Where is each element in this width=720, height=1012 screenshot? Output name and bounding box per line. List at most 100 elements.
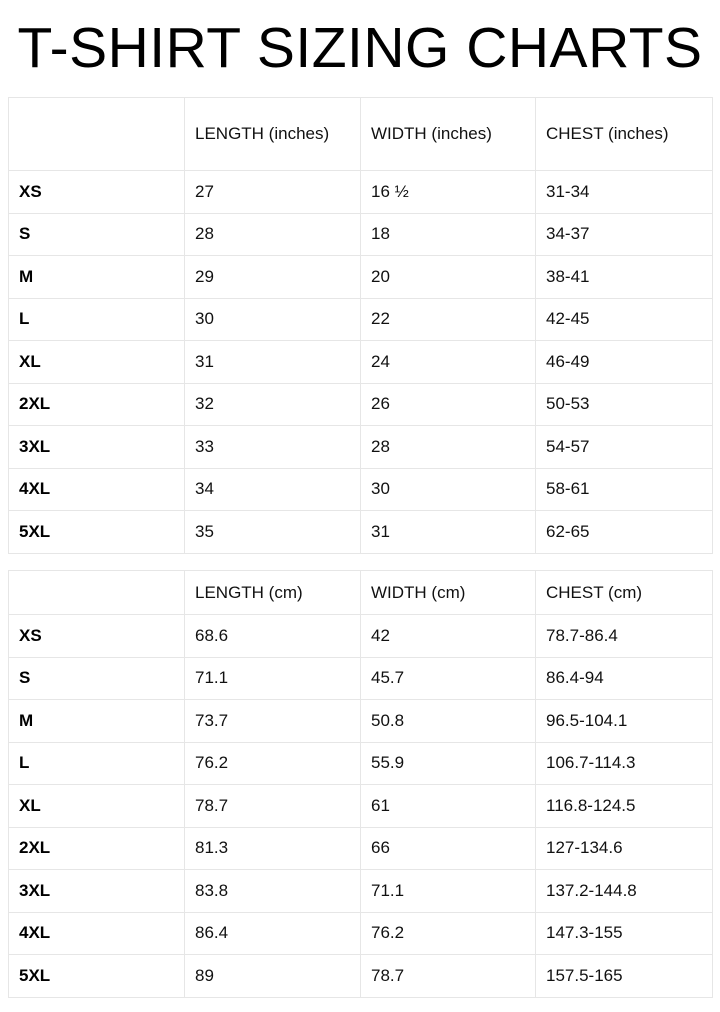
- table-cell: 81.3: [184, 826, 361, 870]
- table-cell: 34-37: [535, 212, 713, 256]
- table-cell: 54-57: [535, 425, 713, 469]
- table-cell: 28: [184, 212, 361, 256]
- table-cell: 71.1: [360, 869, 536, 913]
- table-row: 2XL 32 26 50-53: [8, 382, 713, 426]
- table-row: M 29 20 38-41: [8, 255, 713, 299]
- size-label: L: [8, 741, 185, 785]
- table-row: L 76.2 55.9 106.7-114.3: [8, 741, 713, 785]
- size-label: M: [8, 255, 185, 299]
- table-cell: 116.8-124.5: [535, 784, 713, 828]
- table-cell: 86.4-94: [535, 656, 713, 700]
- table-cell: 127-134.6: [535, 826, 713, 870]
- table-cell: 42-45: [535, 297, 713, 341]
- page-title: T-SHIRT SIZING CHARTS: [17, 16, 703, 80]
- table-row: S 28 18 34-37: [8, 212, 713, 256]
- table-cell: 20: [360, 255, 536, 299]
- table-cell: 32: [184, 382, 361, 426]
- size-label: XS: [8, 170, 185, 214]
- table-cell: 61: [360, 784, 536, 828]
- size-label: XL: [8, 784, 185, 828]
- table-cell: 96.5-104.1: [535, 699, 713, 743]
- table-row: S 71.1 45.7 86.4-94: [8, 656, 713, 700]
- table-cell: 76.2: [184, 741, 361, 785]
- header-row: LENGTH (cm) WIDTH (cm) CHEST (cm): [8, 570, 713, 615]
- table-row: 3XL 33 28 54-57: [8, 425, 713, 469]
- size-label: 4XL: [8, 467, 185, 511]
- table-cell: 34: [184, 467, 361, 511]
- table-cell: 147.3-155: [535, 911, 713, 955]
- table-row: L 30 22 42-45: [8, 297, 713, 341]
- size-label: XS: [8, 614, 185, 658]
- size-label: 2XL: [8, 382, 185, 426]
- size-label: 4XL: [8, 911, 185, 955]
- table-cell: 106.7-114.3: [535, 741, 713, 785]
- table-row: M 73.7 50.8 96.5-104.1: [8, 699, 713, 743]
- column-header: CHEST (inches): [535, 97, 713, 171]
- table-cell: 137.2-144.8: [535, 869, 713, 913]
- column-header: LENGTH (inches): [184, 97, 361, 171]
- table-cell: 62-65: [535, 510, 713, 554]
- size-label: S: [8, 656, 185, 700]
- table-cell: 35: [184, 510, 361, 554]
- size-label: 3XL: [8, 869, 185, 913]
- table-cell: 78.7: [184, 784, 361, 828]
- size-label: 5XL: [8, 954, 185, 998]
- table-row: 5XL 89 78.7 157.5-165: [8, 954, 713, 998]
- size-label: M: [8, 699, 185, 743]
- table-cell: 78.7-86.4: [535, 614, 713, 658]
- table-row: 4XL 34 30 58-61: [8, 467, 713, 511]
- table-cell: 26: [360, 382, 536, 426]
- column-header: CHEST (cm): [535, 570, 713, 615]
- table-cell: 31: [184, 340, 361, 384]
- table-cell: 78.7: [360, 954, 536, 998]
- table-cell: 24: [360, 340, 536, 384]
- column-header: WIDTH (inches): [360, 97, 536, 171]
- table-cell: 46-49: [535, 340, 713, 384]
- table-row: 3XL 83.8 71.1 137.2-144.8: [8, 869, 713, 913]
- table-cell: 30: [184, 297, 361, 341]
- table-cell: 31: [360, 510, 536, 554]
- table-cell: 76.2: [360, 911, 536, 955]
- table-row: XS 27 16 ½ 31-34: [8, 170, 713, 214]
- table-cell: 45.7: [360, 656, 536, 700]
- table-cell: 22: [360, 297, 536, 341]
- table-cell: 28: [360, 425, 536, 469]
- size-label: XL: [8, 340, 185, 384]
- table-row: XL 78.7 61 116.8-124.5: [8, 784, 713, 828]
- table-cell: 18: [360, 212, 536, 256]
- size-label: L: [8, 297, 185, 341]
- column-header: [8, 97, 185, 171]
- table-cell: 38-41: [535, 255, 713, 299]
- header-row: LENGTH (inches) WIDTH (inches) CHEST (inch…: [8, 97, 713, 171]
- table-cell: 83.8: [184, 869, 361, 913]
- table-cell: 33: [184, 425, 361, 469]
- table-cell: 55.9: [360, 741, 536, 785]
- inches-size-table: LENGTH (inches) WIDTH (inches) CHEST (inch…: [8, 97, 713, 554]
- table-cell: 50-53: [535, 382, 713, 426]
- column-header: [8, 570, 185, 615]
- size-label: 3XL: [8, 425, 185, 469]
- table-row: XL 31 24 46-49: [8, 340, 713, 384]
- table-cell: 73.7: [184, 699, 361, 743]
- column-header: LENGTH (cm): [184, 570, 361, 615]
- table-cell: 71.1: [184, 656, 361, 700]
- table-cell: 50.8: [360, 699, 536, 743]
- cm-size-table: LENGTH (cm) WIDTH (cm) CHEST (cm) XS 68.6 42…: [8, 570, 713, 998]
- table-cell: 86.4: [184, 911, 361, 955]
- table-row: XS 68.6 42 78.7-86.4: [8, 614, 713, 658]
- table-cell: 58-61: [535, 467, 713, 511]
- table-cell: 157.5-165: [535, 954, 713, 998]
- table-row: 2XL 81.3 66 127-134.6: [8, 826, 713, 870]
- table-cell: 89: [184, 954, 361, 998]
- table-cell: 16 ½: [360, 170, 536, 214]
- table-row: 4XL 86.4 76.2 147.3-155: [8, 911, 713, 955]
- size-label: 5XL: [8, 510, 185, 554]
- table-cell: 30: [360, 467, 536, 511]
- size-label: S: [8, 212, 185, 256]
- table-cell: 68.6: [184, 614, 361, 658]
- table-cell: 42: [360, 614, 536, 658]
- table-row: 5XL 35 31 62-65: [8, 510, 713, 554]
- table-cell: 31-34: [535, 170, 713, 214]
- table-cell: 29: [184, 255, 361, 299]
- size-label: 2XL: [8, 826, 185, 870]
